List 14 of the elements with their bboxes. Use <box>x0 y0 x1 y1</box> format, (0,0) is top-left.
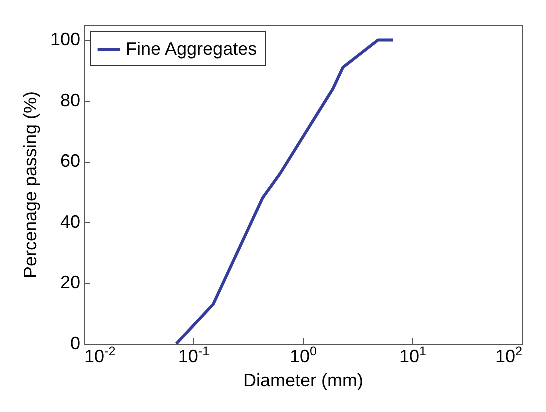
y-tick-label: 20 <box>60 272 80 293</box>
x-tick-label: 10$^{2}$ <box>495 344 522 366</box>
y-tick-label: 40 <box>60 212 80 232</box>
y-axis-title: Percenage passing (%) <box>20 91 40 279</box>
y-tick-label: 0 <box>70 334 80 354</box>
y-tick-label: 60 <box>60 151 80 172</box>
x-tick-label: 10$^{-2}$ <box>84 344 116 366</box>
y-tick-label: 100 <box>50 30 80 50</box>
x-tick-label: 10$^{0}$ <box>290 344 318 366</box>
x-tick-label: 10$^{1}$ <box>399 344 427 366</box>
y-tick-label: 80 <box>60 90 80 110</box>
legend-label: Fine Aggregates <box>126 39 258 59</box>
x-axis-title: Diameter (mm) <box>244 370 364 390</box>
x-tick-label: 10$^{-1}$ <box>178 344 210 366</box>
